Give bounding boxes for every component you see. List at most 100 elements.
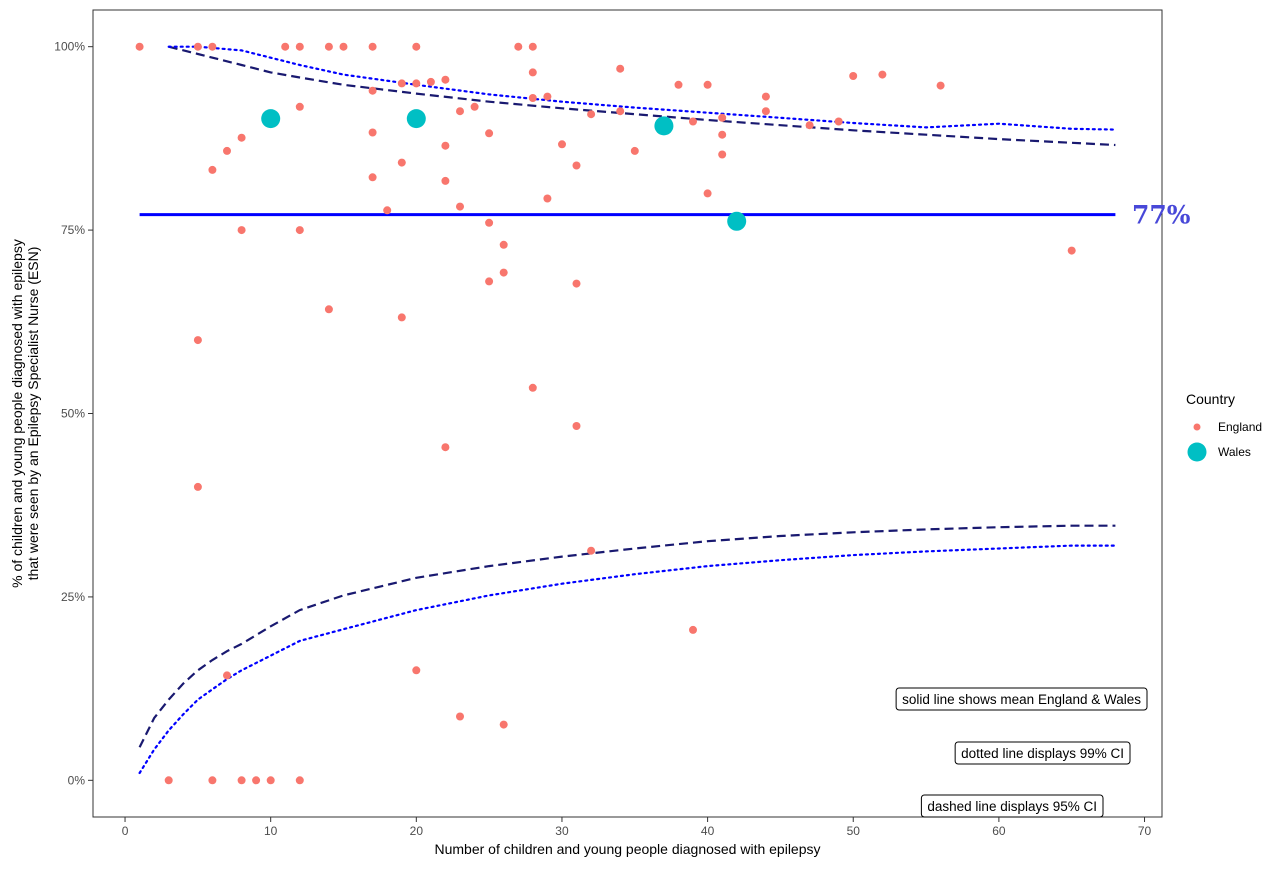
england-point (543, 92, 552, 101)
england-point (630, 146, 639, 155)
y-tick-label: 50% (61, 407, 85, 421)
england-point (718, 150, 727, 159)
england-point (368, 86, 377, 95)
england-point (572, 279, 581, 288)
england-point (485, 129, 494, 138)
mean-line-layer: 77% (139, 201, 1191, 230)
england-point (499, 240, 508, 249)
england-point (456, 712, 464, 721)
ci99-lower-line (138, 544, 1117, 775)
england-point (1067, 246, 1076, 255)
england-point (237, 133, 246, 142)
england-point (616, 107, 625, 116)
england-point (412, 666, 421, 675)
legend: Country England Wales (1186, 391, 1262, 462)
control-limit-lines (138, 45, 1117, 775)
england-point (674, 80, 683, 89)
wales-point (654, 116, 674, 136)
annotation-text: solid line shows mean England & Wales (902, 692, 1141, 707)
england-point (324, 305, 333, 314)
england-point (281, 42, 290, 51)
england-point (499, 268, 508, 277)
england-point (295, 226, 304, 235)
annotation-box: dashed line displays 95% CI (920, 794, 1104, 818)
england-point (485, 277, 494, 286)
england-point (368, 173, 377, 182)
annotation-text: dotted line displays 99% CI (961, 746, 1124, 761)
england-point (456, 107, 464, 116)
y-tick-label: 100% (54, 40, 85, 54)
england-point (252, 776, 261, 785)
england-point (543, 194, 552, 203)
axes: 0 10 20 30 40 50 60 70 0% 25% 50% 75% 100% Number of … (9, 40, 1152, 857)
plot-panel-border (92, 9, 1163, 818)
england-point (368, 128, 377, 137)
england-point (441, 176, 450, 185)
england-point (456, 202, 464, 211)
annotation-box: dotted line displays 99% CI (954, 741, 1131, 765)
england-point (193, 336, 202, 345)
x-tick-label: 60 (992, 824, 1006, 838)
england-point (237, 776, 246, 785)
x-tick-label: 0 (122, 824, 129, 838)
england-point (397, 313, 406, 322)
england-point (849, 72, 858, 80)
england-point (324, 42, 333, 51)
y-axis-title-line-2: that were seen by an Epilepsy Specialist… (25, 247, 41, 581)
x-tick-label: 70 (1138, 824, 1152, 838)
legend-label-england: England (1218, 420, 1262, 434)
annotation-text: dashed line displays 95% CI (927, 799, 1097, 814)
y-axis-title-line-1: % of children and young people diagnosed… (9, 239, 25, 588)
x-tick-label: 50 (847, 824, 861, 838)
y-tick-label: 25% (61, 590, 85, 604)
england-point (295, 42, 304, 51)
england-point (295, 102, 304, 111)
england-point (485, 218, 494, 227)
x-tick-label: 10 (264, 824, 278, 838)
england-point (368, 42, 377, 51)
england-point (878, 70, 887, 79)
england-point (339, 42, 348, 51)
england-point (266, 776, 275, 785)
england-point (397, 158, 406, 167)
england-point (528, 383, 537, 392)
england-point (587, 546, 596, 555)
england-point (397, 79, 406, 88)
england-point (528, 68, 537, 77)
annotation-frame (954, 741, 1131, 765)
mean-value-label: 77% (1132, 201, 1191, 230)
england-point (208, 165, 217, 174)
england-point (164, 776, 173, 785)
england-point (208, 42, 217, 51)
legend-key-england (1193, 423, 1201, 431)
y-tick-label: 75% (61, 223, 85, 237)
x-axis-title: Number of children and young people diag… (434, 841, 820, 857)
annotations: solid line shows mean England & Wales dot… (895, 687, 1148, 818)
legend-label-wales: Wales (1218, 445, 1251, 459)
legend-title: Country (1186, 391, 1235, 407)
england-point (499, 720, 508, 729)
england-point (441, 75, 450, 84)
england-point (470, 102, 479, 111)
england-point (805, 121, 814, 130)
england-point (135, 42, 144, 51)
annotation-frame (895, 687, 1148, 711)
wales-point (727, 211, 747, 231)
england-point (616, 64, 625, 73)
england-point (718, 130, 727, 139)
plot-background (92, 9, 1163, 818)
england-point (412, 42, 421, 51)
england-point (689, 625, 697, 634)
england-point (237, 226, 246, 235)
x-tick-label: 20 (410, 824, 424, 838)
wales-point (406, 109, 426, 129)
x-tick-label: 30 (555, 824, 569, 838)
england-point (441, 141, 450, 150)
england-point (703, 80, 712, 89)
england-point (528, 94, 537, 102)
england-point (514, 42, 523, 51)
annotation-frame (920, 794, 1104, 818)
england-point (587, 110, 596, 119)
england-point (761, 107, 770, 116)
